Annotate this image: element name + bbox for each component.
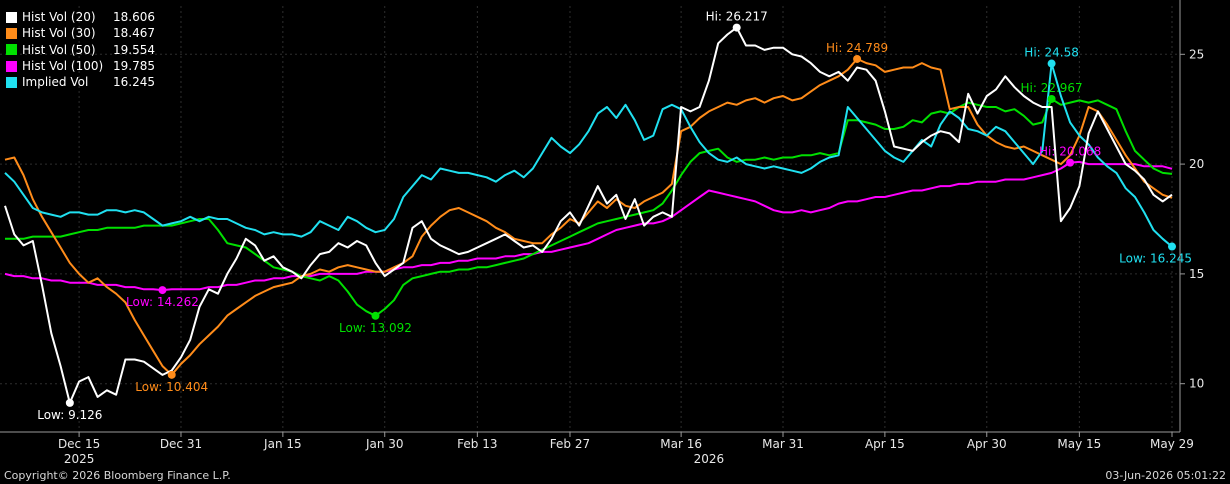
x-tick-label: May 29 [1150, 437, 1194, 451]
legend-series-name: Hist Vol (30) [22, 26, 96, 41]
y-tick-label: 25 [1189, 47, 1204, 61]
legend-series-name: Hist Vol (100) [22, 58, 104, 73]
annotation-label: Low: 13.092 [339, 321, 412, 335]
x-tick-label: Feb 27 [550, 437, 590, 451]
x-tick-label: Apr 30 [967, 437, 1007, 451]
x-tick-label: Jan 30 [365, 437, 404, 451]
copyright-text: Copyright© 2026 Bloomberg Finance L.P. [4, 469, 231, 482]
legend-entry: Hist Vol (30) 18.467 [6, 25, 155, 41]
legend-swatch [6, 11, 17, 23]
x-year-label: 2026 [694, 452, 725, 466]
series-line-hist-vol-100 [4, 160, 1173, 292]
annotation-marker [1168, 242, 1176, 251]
legend-series-name: Implied Vol [22, 75, 89, 90]
legend-entry: Hist Vol (100) 19.785 [6, 58, 155, 74]
x-tick-label: Dec 31 [160, 437, 202, 451]
series-line-implied-vol [4, 62, 1173, 248]
annotation-label: Hi: 22.967 [1020, 81, 1082, 95]
x-tick-label: Mar 31 [762, 437, 804, 451]
legend-series-value: 16.245 [113, 75, 155, 90]
x-tick-label: Apr 15 [865, 437, 905, 451]
series-line-hist-vol-30 [4, 57, 1173, 376]
annotation-marker [1047, 59, 1056, 68]
annotation-marker [167, 370, 176, 379]
legend-series-value: 19.785 [113, 58, 155, 73]
annotation-marker [853, 54, 862, 63]
legend-entry: Hist Vol (20) 18.606 [6, 9, 155, 25]
annotation-marker [371, 311, 380, 320]
annotation-label: Hi: 20.068 [1039, 145, 1101, 159]
annotation-label: Hi: 24.789 [826, 41, 888, 55]
annotation-label: Low: 16.245 [1119, 252, 1192, 266]
legend-swatch [6, 60, 17, 72]
chart-legend: Hist Vol (20) 18.606 Hist Vol (30) 18.467 Hi… [6, 9, 155, 90]
annotation-marker [158, 286, 167, 295]
legend-series-value: 18.606 [113, 10, 155, 24]
y-tick-label: 10 [1189, 377, 1204, 391]
annotation-marker [1047, 94, 1056, 103]
x-tick-label: Mar 16 [660, 437, 702, 451]
legend-series-value: 19.554 [113, 42, 155, 57]
timestamp-text: 03-Jun-2026 05:01:22 [1105, 469, 1226, 482]
legend-entry: Hist Vol (50) 19.554 [6, 42, 155, 58]
y-tick-label: 15 [1189, 267, 1204, 281]
x-tick-label: Jan 15 [263, 437, 302, 451]
series-line-hist-vol-50 [5, 98, 1173, 317]
annotation-marker [65, 398, 74, 407]
y-tick-label: 20 [1189, 157, 1204, 171]
annotation-marker [732, 23, 741, 32]
x-tick-label: May 15 [1057, 437, 1101, 451]
annotation-label: Low: 10.404 [135, 380, 208, 394]
legend-series-value: 18.467 [113, 26, 155, 41]
x-tick-label: Feb 13 [457, 437, 497, 451]
legend-entry: Implied Vol 16.245 [6, 74, 155, 90]
series-line-hist-vol-20 [4, 26, 1173, 404]
annotation-label: Low: 14.262 [126, 295, 199, 309]
annotation-marker [1066, 158, 1075, 167]
legend-series-name: Hist Vol (20) [22, 10, 96, 24]
legend-swatch [6, 27, 17, 39]
legend-swatch [6, 44, 17, 56]
x-tick-label: Dec 15 [58, 437, 100, 451]
legend-swatch [6, 76, 17, 88]
annotation-label: Low: 9.126 [37, 408, 102, 422]
legend-series-name: Hist Vol (50) [22, 42, 96, 57]
annotation-label: Hi: 24.58 [1024, 46, 1079, 60]
annotation-label: Hi: 26.217 [706, 10, 768, 24]
x-year-label: 2025 [64, 452, 95, 466]
